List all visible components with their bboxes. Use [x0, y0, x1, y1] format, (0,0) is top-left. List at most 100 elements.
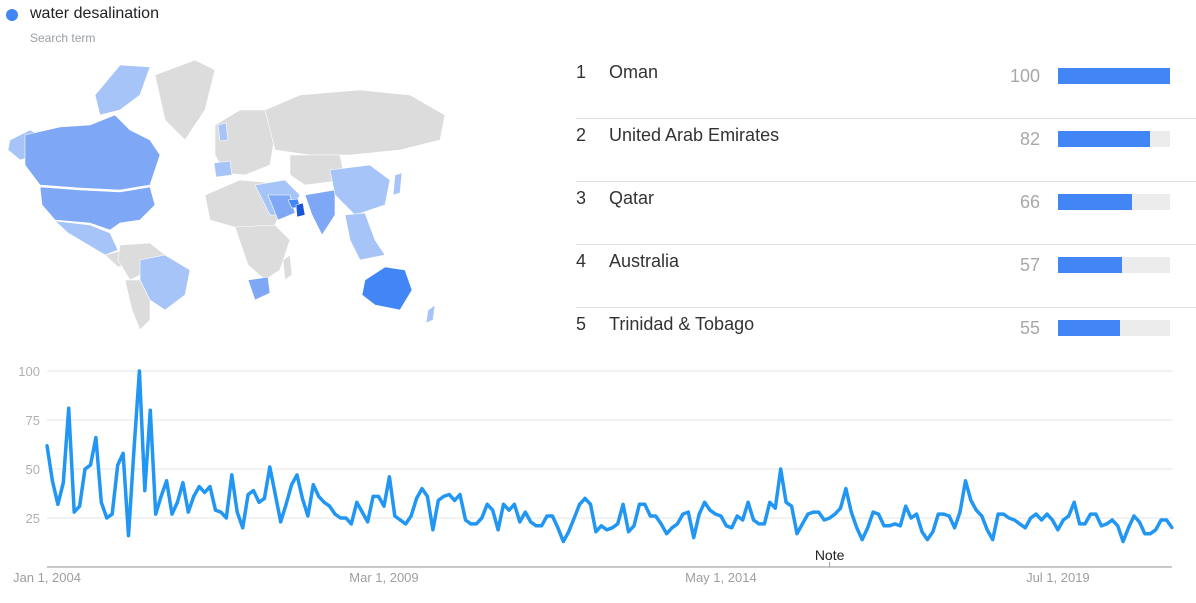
map-region-south-america-south[interactable] [124, 279, 151, 330]
data-point[interactable] [817, 510, 821, 514]
region-name[interactable]: Qatar [609, 188, 655, 208]
data-point[interactable] [458, 492, 462, 496]
data-point[interactable] [877, 512, 881, 516]
map-region-australia[interactable] [361, 266, 413, 311]
data-point[interactable] [360, 510, 364, 514]
data-point[interactable] [355, 500, 359, 504]
data-point[interactable] [127, 534, 131, 538]
data-point[interactable] [654, 514, 658, 518]
ranking-row[interactable]: 2 United Arab Emirates 82 [576, 118, 1196, 182]
data-point[interactable] [1088, 512, 1092, 516]
data-point[interactable] [724, 524, 728, 528]
data-point[interactable] [165, 479, 169, 483]
data-point[interactable] [730, 526, 734, 530]
map-region-madagascar[interactable] [282, 254, 293, 281]
data-point[interactable] [632, 524, 636, 528]
data-point[interactable] [605, 528, 609, 532]
data-point[interactable] [719, 514, 723, 518]
map-region-mexico[interactable] [54, 220, 119, 256]
data-point[interactable] [322, 500, 326, 504]
data-point[interactable] [480, 516, 484, 520]
data-point[interactable] [1137, 520, 1141, 524]
data-point[interactable] [540, 524, 544, 528]
data-point[interactable] [708, 508, 712, 512]
map-region-japan[interactable] [392, 172, 403, 196]
data-point[interactable] [208, 485, 212, 489]
data-point[interactable] [659, 522, 663, 526]
data-point[interactable] [909, 516, 913, 520]
data-point[interactable] [1099, 524, 1103, 528]
map-region-india[interactable] [304, 189, 336, 236]
data-point[interactable] [866, 526, 870, 530]
data-point[interactable] [833, 512, 837, 516]
data-point[interactable] [491, 508, 495, 512]
note-annotation[interactable]: Note [815, 547, 845, 563]
data-point[interactable] [290, 483, 294, 487]
data-point[interactable] [800, 522, 804, 526]
data-point[interactable] [485, 502, 489, 506]
data-point[interactable] [627, 530, 631, 534]
data-point[interactable] [295, 473, 299, 477]
data-point[interactable] [713, 512, 717, 516]
data-point[interactable] [1072, 500, 1076, 504]
map-region-south-africa[interactable] [247, 276, 271, 301]
data-point[interactable] [61, 481, 65, 485]
data-point[interactable] [148, 408, 152, 412]
map-region-canada[interactable] [24, 114, 161, 191]
data-point[interactable] [404, 522, 408, 526]
data-point[interactable] [572, 516, 576, 520]
data-point[interactable] [1121, 540, 1125, 544]
data-point[interactable] [545, 514, 549, 518]
data-point[interactable] [887, 524, 891, 528]
data-point[interactable] [67, 406, 71, 410]
data-point[interactable] [561, 540, 565, 544]
data-point[interactable] [1078, 522, 1082, 526]
ranking-row[interactable]: 5 Trinidad & Tobago 55 [576, 307, 1196, 370]
data-point[interactable] [692, 536, 696, 540]
data-point[interactable] [496, 528, 500, 532]
data-point[interactable] [344, 516, 348, 520]
data-point[interactable] [882, 524, 886, 528]
data-point[interactable] [746, 500, 750, 504]
data-point[interactable] [925, 538, 929, 542]
data-point[interactable] [143, 489, 147, 493]
data-point[interactable] [154, 512, 158, 516]
data-point[interactable] [768, 500, 772, 504]
data-point[interactable] [898, 524, 902, 528]
data-point[interactable] [377, 494, 381, 498]
data-point[interactable] [904, 504, 908, 508]
data-point[interactable] [529, 520, 533, 524]
data-point[interactable] [45, 443, 49, 447]
data-point[interactable] [784, 500, 788, 504]
data-point[interactable] [578, 502, 582, 506]
data-point[interactable] [1105, 522, 1109, 526]
data-point[interactable] [235, 510, 239, 514]
data-point[interactable] [132, 447, 136, 451]
region-name[interactable]: Trinidad & Tobago [609, 314, 755, 334]
data-point[interactable] [616, 522, 620, 526]
data-point[interactable] [192, 494, 196, 498]
data-point[interactable] [1056, 528, 1060, 532]
map-region-oman[interactable] [295, 202, 306, 218]
data-point[interactable] [78, 504, 82, 508]
data-point[interactable] [844, 487, 848, 491]
data-point[interactable] [811, 510, 815, 514]
data-point[interactable] [338, 516, 342, 520]
data-point[interactable] [1023, 526, 1027, 530]
data-point[interactable] [453, 498, 457, 502]
region-name[interactable]: Oman [609, 62, 659, 82]
data-point[interactable] [588, 502, 592, 506]
data-point[interactable] [822, 518, 826, 522]
data-point[interactable] [670, 526, 674, 530]
data-point[interactable] [1067, 514, 1071, 518]
data-point[interactable] [855, 526, 859, 530]
data-point[interactable] [1143, 532, 1147, 536]
data-point[interactable] [306, 514, 310, 518]
data-point[interactable] [828, 516, 832, 520]
data-point[interactable] [958, 510, 962, 514]
data-point[interactable] [871, 510, 875, 514]
series-line[interactable] [45, 369, 1174, 544]
data-point[interactable] [1116, 524, 1120, 528]
data-point[interactable] [257, 500, 261, 504]
data-point[interactable] [757, 522, 761, 526]
